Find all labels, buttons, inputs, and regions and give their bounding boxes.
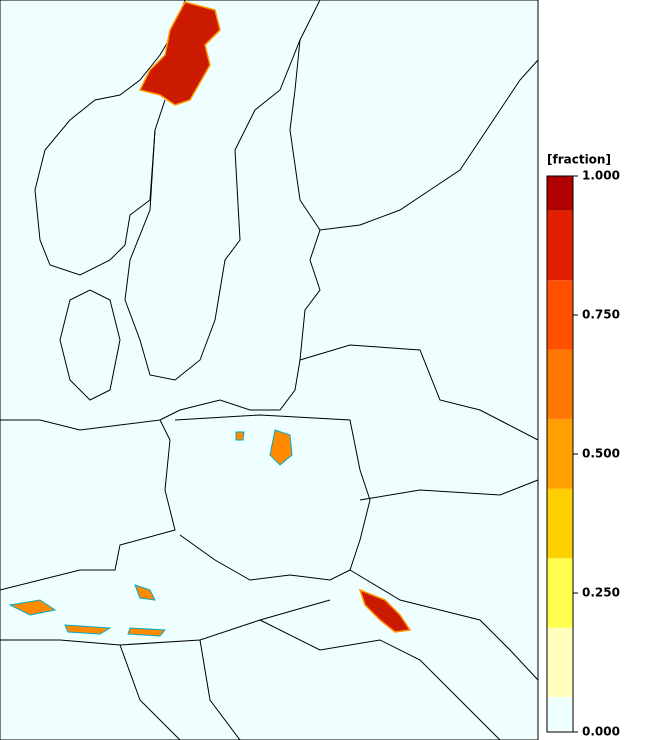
colorbar-segment xyxy=(547,419,573,489)
colorbar-tick-label: 1.000 xyxy=(582,169,620,183)
map xyxy=(0,0,539,740)
map-area xyxy=(0,0,539,740)
colorbar-tick-label: 0.500 xyxy=(582,447,620,461)
border-poland xyxy=(174,414,371,581)
colorbar-tick-label: 0.750 xyxy=(582,308,620,322)
colorbar-segment xyxy=(547,488,573,559)
colorbar-segment xyxy=(547,627,573,698)
border-germany xyxy=(0,419,176,591)
snow-carpathians xyxy=(358,588,412,633)
colorbar-tick-label: 0.000 xyxy=(582,725,620,739)
colorbar: [fraction] 0.000 0.250 0.500 0.750 1.000 xyxy=(546,153,620,739)
border-south xyxy=(0,599,501,740)
colorbar-segment xyxy=(547,210,573,281)
colorbar-segment xyxy=(547,697,573,732)
coastline-denmark xyxy=(59,289,121,401)
colorbar-segment xyxy=(547,176,573,211)
snow-poland xyxy=(235,429,293,466)
snow-norway xyxy=(138,1,221,106)
colorbar-label: [fraction] xyxy=(547,153,611,167)
snow-alps xyxy=(8,584,167,637)
coastline-norway xyxy=(34,0,186,276)
border-east xyxy=(299,344,539,681)
coastline-finland xyxy=(289,39,539,231)
colorbar-tick-label: 0.250 xyxy=(582,586,620,600)
colorbar-segment xyxy=(547,349,573,420)
coastline-sweden xyxy=(124,0,321,381)
coastline-baltic xyxy=(159,229,321,421)
colorbar-segment xyxy=(547,558,573,628)
colorbar-segment xyxy=(547,280,573,350)
